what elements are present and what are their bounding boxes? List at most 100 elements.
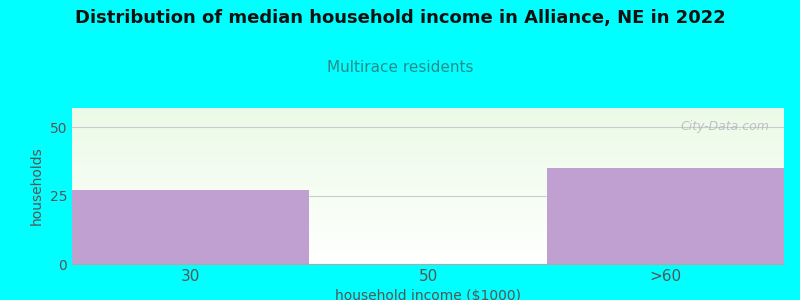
Bar	[72, 113, 784, 114]
Bar	[72, 217, 784, 218]
Bar	[72, 192, 784, 193]
Bar	[72, 157, 784, 158]
Bar	[72, 261, 784, 262]
Bar	[72, 116, 784, 117]
Bar	[72, 182, 784, 183]
Bar	[72, 252, 784, 253]
Bar	[72, 222, 784, 223]
Bar	[72, 258, 784, 259]
Bar	[72, 248, 784, 249]
Bar	[72, 118, 784, 119]
Bar	[72, 227, 784, 228]
Bar	[72, 223, 784, 224]
Bar	[72, 212, 784, 213]
Text: City-Data.com: City-Data.com	[681, 121, 770, 134]
Bar	[72, 228, 784, 229]
Bar	[72, 211, 784, 212]
Bar	[72, 160, 784, 161]
Bar	[72, 149, 784, 150]
Bar	[72, 199, 784, 200]
Bar	[72, 123, 784, 124]
Bar	[72, 196, 784, 197]
Bar	[72, 184, 784, 185]
Bar	[72, 221, 784, 222]
Bar	[72, 128, 784, 129]
Bar	[72, 232, 784, 233]
Bar	[72, 188, 784, 189]
Bar	[72, 155, 784, 156]
Bar	[72, 164, 784, 165]
Bar	[72, 198, 784, 199]
Bar	[72, 177, 784, 178]
Bar	[72, 115, 784, 116]
Bar	[72, 130, 784, 131]
Bar	[72, 141, 784, 142]
Bar	[72, 146, 784, 147]
Text: Distribution of median household income in Alliance, NE in 2022: Distribution of median household income …	[74, 9, 726, 27]
Bar	[72, 245, 784, 246]
Bar	[72, 124, 784, 125]
Bar	[72, 242, 784, 243]
Bar	[72, 156, 784, 157]
Bar	[72, 144, 784, 145]
Text: Multirace residents: Multirace residents	[326, 60, 474, 75]
Bar	[72, 207, 784, 208]
Bar	[72, 256, 784, 257]
Bar	[72, 133, 784, 134]
Bar	[72, 143, 784, 144]
Bar	[72, 110, 784, 111]
Bar	[72, 139, 784, 140]
Bar	[72, 254, 784, 255]
Bar	[72, 229, 784, 230]
Bar	[72, 136, 784, 137]
Bar	[546, 168, 784, 264]
Bar	[72, 162, 784, 163]
Bar	[72, 257, 784, 258]
Bar	[72, 186, 784, 187]
Bar	[72, 138, 784, 139]
Bar	[72, 235, 784, 236]
Bar	[72, 166, 784, 167]
Bar	[72, 203, 784, 204]
Bar	[72, 129, 784, 130]
Bar	[72, 173, 784, 174]
Bar	[72, 210, 784, 211]
Bar	[72, 190, 784, 191]
Bar	[72, 140, 784, 141]
Bar	[72, 117, 784, 118]
Bar	[72, 230, 784, 231]
Bar	[72, 120, 784, 121]
Bar	[72, 175, 784, 176]
Bar	[72, 154, 784, 155]
Bar	[72, 219, 784, 220]
Bar	[72, 180, 784, 181]
Bar	[72, 142, 784, 143]
Bar	[72, 134, 784, 135]
Bar	[72, 197, 784, 198]
Bar	[72, 191, 784, 192]
Bar	[72, 170, 784, 171]
Bar	[72, 233, 784, 234]
Bar	[72, 231, 784, 232]
Bar	[72, 249, 784, 250]
Bar	[72, 132, 784, 133]
Bar	[72, 234, 784, 235]
Bar	[72, 208, 784, 209]
Bar	[72, 171, 784, 172]
Bar	[72, 158, 784, 159]
Bar	[72, 111, 784, 112]
Bar	[72, 126, 784, 127]
Bar	[72, 263, 784, 264]
Bar	[72, 168, 784, 169]
Bar	[72, 260, 784, 261]
Bar	[72, 121, 784, 122]
Bar	[72, 174, 784, 175]
Bar	[72, 112, 784, 113]
Bar	[72, 190, 310, 264]
Bar	[72, 178, 784, 179]
Bar	[72, 165, 784, 166]
Bar	[72, 237, 784, 238]
Bar	[72, 127, 784, 128]
Bar	[72, 200, 784, 201]
Bar	[72, 148, 784, 149]
